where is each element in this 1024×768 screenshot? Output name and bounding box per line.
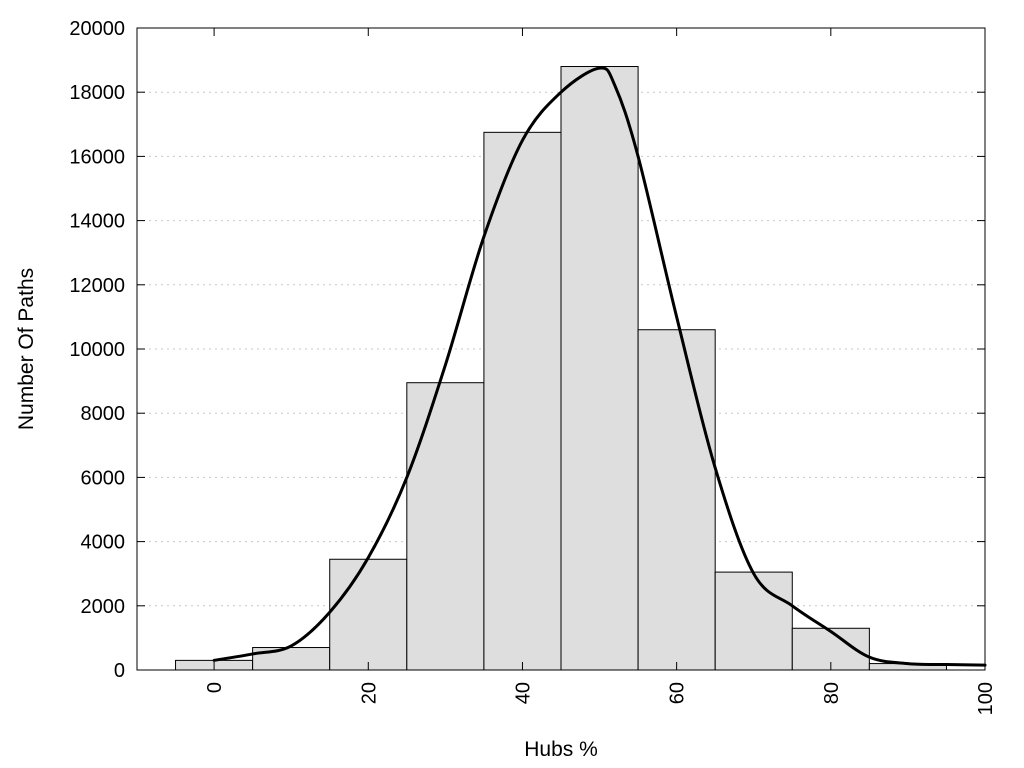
bar-6	[637, 329, 716, 671]
density-curve	[212, 66, 987, 667]
y-tick-label-5: 10000	[69, 339, 125, 361]
bar-7	[714, 571, 793, 671]
y-tick-label-2: 4000	[81, 532, 126, 554]
histogram-bars	[175, 66, 947, 671]
x-axis-title: Hubs %	[524, 738, 598, 761]
x-tick-label-1: 20	[358, 682, 380, 704]
bar-4	[483, 131, 562, 671]
x-tick-label-4: 80	[821, 682, 843, 704]
x-tick-label-0: 0	[204, 682, 226, 693]
bar-2	[329, 558, 408, 671]
y-tick-label-3: 6000	[81, 467, 126, 489]
x-tick-label-2: 40	[512, 682, 534, 704]
density-curve-line	[212, 66, 987, 667]
y-axis-title: Number Of Paths	[15, 268, 38, 430]
x-tick-label-3: 60	[667, 682, 689, 704]
y-tick-label-6: 12000	[69, 275, 125, 297]
bar-1	[252, 647, 331, 671]
bar-5	[560, 66, 639, 671]
y-tick-label-8: 16000	[69, 146, 125, 168]
y-tick-label-0: 0	[114, 660, 125, 682]
y-tick-label-9: 18000	[69, 82, 125, 104]
tick-labels: 0 2000 4000 6000 8000 10000 12000 14000 16000 180…	[69, 18, 997, 715]
bar-3	[406, 382, 485, 671]
y-tick-label-10: 20000	[69, 18, 125, 40]
y-tick-label-7: 14000	[69, 211, 125, 233]
y-tick-label-4: 8000	[81, 403, 126, 425]
axis-ticks	[137, 27, 986, 671]
x-tick-label-5: 100	[975, 682, 997, 715]
y-tick-label-1: 2000	[81, 596, 126, 618]
